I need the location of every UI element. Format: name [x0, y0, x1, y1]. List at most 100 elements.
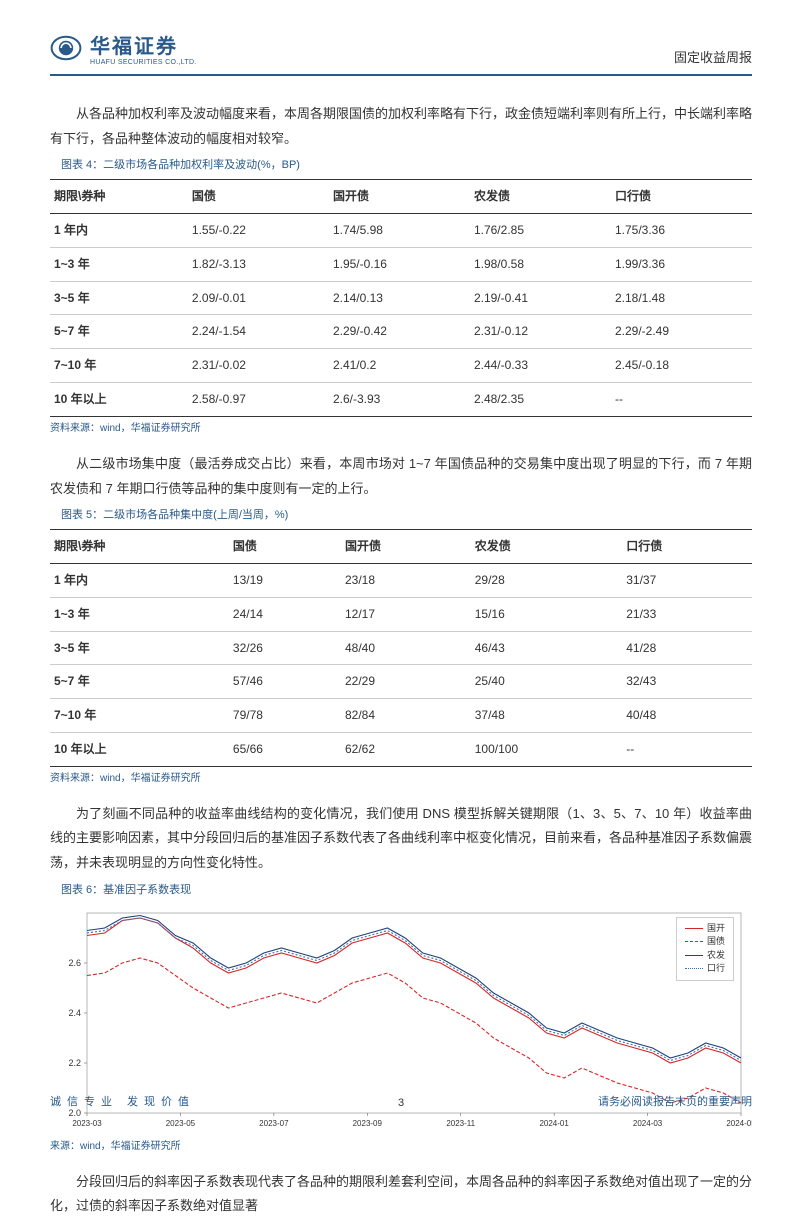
table-cell: 62/62: [341, 732, 471, 766]
svg-text:2023-09: 2023-09: [353, 1119, 383, 1128]
table-header: 国债: [229, 530, 341, 564]
table-cell: 1~3 年: [50, 597, 229, 631]
table-cell: 1 年内: [50, 214, 188, 248]
table-cell: 2.6/-3.93: [329, 383, 470, 417]
table-cell: 15/16: [471, 597, 622, 631]
table-cell: 1.98/0.58: [470, 247, 611, 281]
table-cell: 12/17: [341, 597, 471, 631]
table-cell: 41/28: [622, 631, 752, 665]
table-cell: 2.31/-0.12: [470, 315, 611, 349]
table-cell: 37/48: [471, 699, 622, 733]
table-cell: 2.31/-0.02: [188, 349, 329, 383]
table-header: 期限\券种: [50, 180, 188, 214]
table-row: 7~10 年79/7882/8437/4840/48: [50, 699, 752, 733]
table-header: 国开债: [329, 180, 470, 214]
table-row: 10 年以上65/6662/62100/100--: [50, 732, 752, 766]
table-cell: 82/84: [341, 699, 471, 733]
table-cell: 2.45/-0.18: [611, 349, 752, 383]
table-cell: 1.76/2.85: [470, 214, 611, 248]
table-header: 国开债: [341, 530, 471, 564]
table-cell: 46/43: [471, 631, 622, 665]
chart6-title: 图表 6：基准因子系数表现: [50, 880, 752, 901]
table-cell: 24/14: [229, 597, 341, 631]
table-cell: 48/40: [341, 631, 471, 665]
table-row: 5~7 年2.24/-1.542.29/-0.422.31/-0.122.29/…: [50, 315, 752, 349]
paragraph-2: 从二级市场集中度（最活券成交占比）来看，本周市场对 1~7 年国债品种的交易集中…: [50, 452, 752, 501]
table-header: 农发债: [470, 180, 611, 214]
table4-title: 图表 4：二级市场各品种加权利率及波动(%，BP): [50, 155, 752, 176]
table-row: 1~3 年1.82/-3.131.95/-0.161.98/0.581.99/3…: [50, 247, 752, 281]
chart-legend: 国开国债农发口行: [676, 917, 734, 981]
footer-right: 请务必阅读报告末页的重要声明: [598, 1093, 752, 1109]
table-header: 口行债: [622, 530, 752, 564]
legend-item: 口行: [685, 962, 725, 976]
table-cell: 2.09/-0.01: [188, 281, 329, 315]
svg-text:2.4: 2.4: [68, 1008, 81, 1018]
table-cell: 7~10 年: [50, 699, 229, 733]
table-cell: 3~5 年: [50, 281, 188, 315]
table-cell: --: [622, 732, 752, 766]
table-cell: 29/28: [471, 563, 622, 597]
header-title: 固定收益周报: [674, 47, 752, 66]
table-cell: 10 年以上: [50, 383, 188, 417]
table-row: 1~3 年24/1412/1715/1621/33: [50, 597, 752, 631]
table-cell: 2.14/0.13: [329, 281, 470, 315]
table-cell: 1.55/-0.22: [188, 214, 329, 248]
table-cell: 32/43: [622, 665, 752, 699]
table-row: 7~10 年2.31/-0.022.41/0.22.44/-0.332.45/-…: [50, 349, 752, 383]
svg-text:2024-03: 2024-03: [633, 1119, 663, 1128]
svg-text:2.6: 2.6: [68, 958, 81, 968]
table-cell: 2.24/-1.54: [188, 315, 329, 349]
table-5: 期限\券种国债国开债农发债口行债1 年内13/1923/1829/2831/37…: [50, 529, 752, 767]
chart6-source: 来源：wind，华福证券研究所: [50, 1137, 752, 1156]
table-cell: 7~10 年: [50, 349, 188, 383]
table-cell: 22/29: [341, 665, 471, 699]
table-row: 5~7 年57/4622/2925/4032/43: [50, 665, 752, 699]
svg-text:2023-05: 2023-05: [166, 1119, 196, 1128]
table-cell: --: [611, 383, 752, 417]
table-cell: 2.48/2.35: [470, 383, 611, 417]
table-cell: 1.74/5.98: [329, 214, 470, 248]
table-cell: 25/40: [471, 665, 622, 699]
table-cell: 2.41/0.2: [329, 349, 470, 383]
legend-item: 国开: [685, 922, 725, 936]
table4-source: 资料来源：wind，华福证券研究所: [50, 419, 752, 438]
table-cell: 13/19: [229, 563, 341, 597]
table-cell: 1 年内: [50, 563, 229, 597]
table-header: 农发债: [471, 530, 622, 564]
table-row: 10 年以上2.58/-0.972.6/-3.932.48/2.35--: [50, 383, 752, 417]
table-cell: 1.99/3.36: [611, 247, 752, 281]
page-number: 3: [398, 1097, 404, 1109]
table-cell: 1.82/-3.13: [188, 247, 329, 281]
table-cell: 57/46: [229, 665, 341, 699]
paragraph-1: 从各品种加权利率及波动幅度来看，本周各期限国债的加权利率略有下行，政金债短端利率…: [50, 102, 752, 151]
table-cell: 2.18/1.48: [611, 281, 752, 315]
table-header: 期限\券种: [50, 530, 229, 564]
table-header: 口行债: [611, 180, 752, 214]
table-cell: 5~7 年: [50, 665, 229, 699]
paragraph-3: 为了刻画不同品种的收益率曲线结构的变化情况，我们使用 DNS 模型拆解关键期限（…: [50, 802, 752, 876]
table-row: 3~5 年32/2648/4046/4341/28: [50, 631, 752, 665]
table-cell: 32/26: [229, 631, 341, 665]
table-row: 1 年内1.55/-0.221.74/5.981.76/2.851.75/3.3…: [50, 214, 752, 248]
table-cell: 31/37: [622, 563, 752, 597]
logo-cn: 华福证券: [90, 30, 197, 59]
table5-title: 图表 5：二级市场各品种集中度(上周/当周，%): [50, 505, 752, 526]
svg-text:2024-05: 2024-05: [726, 1119, 752, 1128]
table5-source: 资料来源：wind，华福证券研究所: [50, 769, 752, 788]
table-header: 国债: [188, 180, 329, 214]
table-cell: 2.29/-2.49: [611, 315, 752, 349]
legend-item: 国债: [685, 935, 725, 949]
table-cell: 2.44/-0.33: [470, 349, 611, 383]
table-cell: 2.58/-0.97: [188, 383, 329, 417]
svg-text:2023-11: 2023-11: [446, 1119, 475, 1128]
svg-text:2.0: 2.0: [68, 1108, 81, 1118]
table-cell: 5~7 年: [50, 315, 188, 349]
table-cell: 100/100: [471, 732, 622, 766]
logo-icon: [50, 32, 82, 64]
table-cell: 10 年以上: [50, 732, 229, 766]
content: 从各品种加权利率及波动幅度来看，本周各期限国债的加权利率略有下行，政金债短端利率…: [50, 76, 752, 1219]
table-cell: 3~5 年: [50, 631, 229, 665]
table-cell: 65/66: [229, 732, 341, 766]
logo: 华福证券 HUAFU SECURITIES CO.,LTD.: [50, 30, 197, 66]
